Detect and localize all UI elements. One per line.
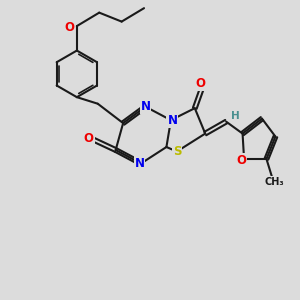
Text: N: N	[134, 157, 145, 170]
Text: N: N	[167, 114, 177, 127]
Text: O: O	[196, 77, 206, 90]
Text: N: N	[140, 100, 151, 113]
Text: O: O	[84, 132, 94, 145]
Text: CH₃: CH₃	[264, 177, 284, 187]
Text: S: S	[172, 145, 181, 158]
Text: O: O	[236, 154, 246, 167]
Text: O: O	[64, 21, 74, 34]
Text: H: H	[231, 111, 239, 121]
